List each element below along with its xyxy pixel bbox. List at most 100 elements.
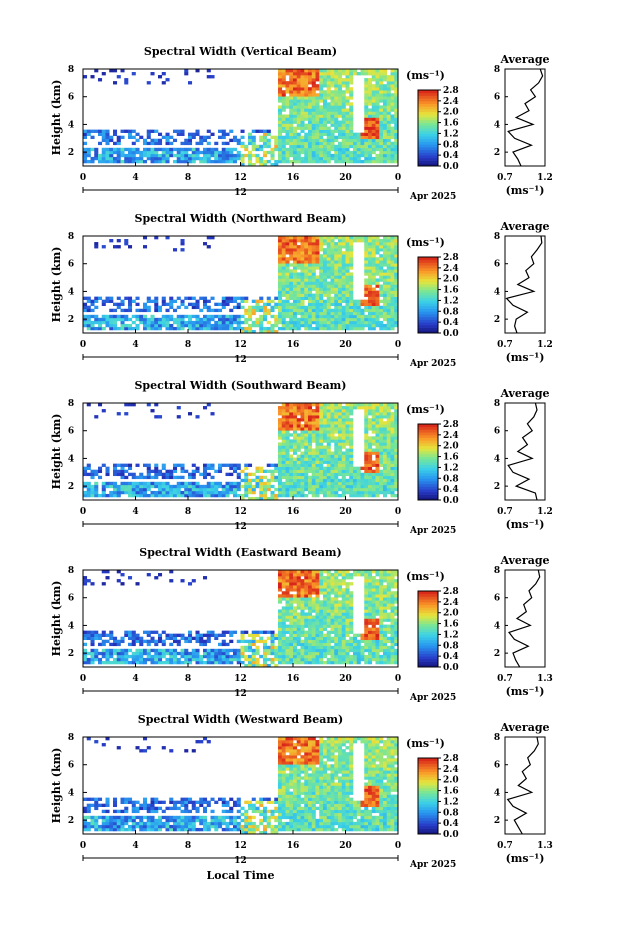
heatmap-cell — [199, 156, 204, 161]
heatmap-cell — [161, 314, 166, 319]
heatmap-cell — [173, 484, 178, 489]
heatmap-cell — [315, 248, 320, 252]
heatmap-cell — [300, 96, 305, 100]
heatmap-cell — [386, 442, 391, 446]
heatmap-cell — [319, 591, 324, 595]
heatmap-cell — [326, 135, 331, 140]
heatmap-cell — [338, 132, 343, 136]
heatmap-cell — [293, 93, 298, 97]
heatmap-cell — [334, 320, 339, 325]
heatmap-cell — [326, 585, 331, 589]
heatmap-cell — [244, 478, 249, 483]
heatmap-cell — [379, 478, 384, 483]
heatmap-cell — [326, 323, 331, 328]
colorbar-segment — [418, 308, 438, 312]
heatmap-cell — [311, 275, 316, 279]
heatmap-cell — [334, 287, 339, 291]
heatmap-cell — [338, 445, 343, 449]
heatmap-cell — [360, 132, 365, 136]
heatmap-cell — [334, 135, 339, 140]
heatmap-cell — [109, 648, 114, 653]
heatmap-cell — [375, 293, 380, 297]
heatmap-cell — [214, 636, 219, 641]
heatmap-cell — [289, 645, 294, 650]
heatmap-cell — [364, 156, 369, 161]
heatmap-cell — [338, 296, 343, 300]
heatmap-cell — [345, 129, 350, 133]
heatmap-cell — [101, 490, 106, 495]
colorbar-segment — [418, 265, 438, 269]
heatmap-cell — [319, 75, 324, 79]
heatmap-cell — [113, 308, 118, 313]
heatmap-cell — [281, 248, 286, 252]
heatmap-cell — [308, 642, 313, 647]
heatmap-cell — [330, 615, 335, 619]
heatmap-cell — [379, 472, 384, 477]
heatmap-cell — [315, 466, 320, 470]
heatmap-cell — [304, 481, 309, 486]
heatmap-cell — [345, 424, 350, 428]
heatmap-cell — [368, 436, 373, 440]
colorbar-segment — [418, 486, 438, 490]
heatmap-cell — [308, 460, 313, 464]
heatmap-cell — [383, 84, 388, 88]
heatmap-cell — [319, 260, 324, 264]
heatmap-cell — [240, 299, 245, 303]
heatmap-cell — [371, 302, 376, 307]
heatmap-cell — [315, 123, 320, 127]
heatmap-cell — [176, 320, 181, 325]
heatmap-cell — [338, 439, 343, 443]
heatmap-cell — [101, 147, 106, 152]
heatmap-cell — [161, 493, 166, 498]
heatmap-cell — [326, 78, 331, 82]
heatmap-cell — [143, 138, 148, 143]
heatmap-cell — [214, 326, 219, 331]
heatmap-cell — [116, 472, 121, 477]
heatmap-cell — [315, 317, 320, 322]
heatmap-cell — [188, 156, 193, 161]
heatmap-cell — [139, 493, 144, 498]
heatmap-cell — [146, 651, 151, 656]
heatmap-cell — [304, 96, 309, 100]
heatmap-cell — [285, 263, 290, 267]
heatmap-cell — [180, 156, 185, 161]
heatmap-cell — [368, 239, 373, 243]
heatmap-cell — [394, 424, 399, 428]
heatmap-cell — [353, 314, 358, 319]
heatmap-cell — [390, 78, 395, 82]
heatmap-cell — [375, 84, 380, 88]
heatmap-cell — [281, 117, 286, 121]
heatmap-cell — [255, 156, 260, 161]
heatmap-cell — [338, 472, 343, 477]
heatmap-cell — [323, 439, 328, 443]
heatmap-cell — [311, 311, 316, 316]
heatmap-cell — [191, 463, 196, 467]
heatmap-cell — [229, 648, 234, 653]
heatmap-cell — [214, 648, 219, 653]
heatmap-cell — [394, 260, 399, 264]
heatmap-cell — [199, 472, 204, 477]
heatmap-cell — [173, 320, 178, 325]
heatmap-cell — [319, 436, 324, 440]
colorbar-segment — [418, 109, 438, 113]
heatmap-cell — [304, 90, 309, 94]
heatmap-cell — [131, 159, 136, 164]
heatmap-cell — [308, 582, 313, 586]
heatmap-cell — [371, 323, 376, 328]
heatmap-cell — [311, 591, 316, 595]
heatmap-cell — [244, 472, 249, 477]
heatmap-cell — [386, 251, 391, 255]
heatmap-cell — [341, 99, 346, 103]
heatmap-cell — [240, 162, 245, 167]
heatmap-cell — [244, 648, 249, 653]
heatmap-cell — [259, 639, 264, 644]
heatmap-cell — [364, 87, 369, 91]
heatmap-cell — [296, 457, 301, 461]
heatmap-cell — [368, 311, 373, 316]
heatmap-cell — [210, 75, 215, 79]
heatmap-cell — [315, 323, 320, 328]
heatmap-cell — [139, 651, 144, 656]
heatmap-cell — [131, 403, 136, 407]
heatmap-cell — [308, 487, 313, 492]
heatmap-cell — [319, 651, 324, 656]
